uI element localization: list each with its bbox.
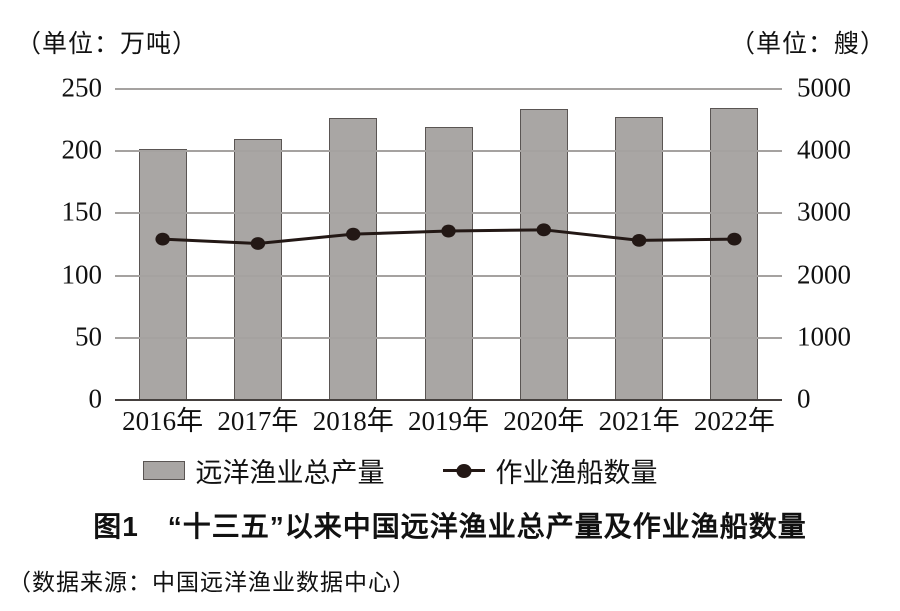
y-tick-label-right: 3000	[797, 196, 851, 227]
y-tick-label-right: 4000	[797, 134, 851, 165]
line-point-2021年	[631, 233, 647, 247]
legend-label-total-production: 远洋渔业总产量	[195, 458, 385, 488]
y-tick-label-left: 200	[61, 134, 103, 165]
gridline	[115, 274, 782, 277]
gridline	[115, 150, 782, 153]
x-tick-label: 2016年	[122, 406, 204, 436]
legend: 远洋渔业总产量 作业渔船数量	[0, 451, 800, 490]
y-tick-label-left: 100	[61, 259, 103, 290]
y-tick-label-left: 50	[75, 321, 102, 352]
x-tick-label: 2021年	[598, 406, 680, 436]
line-series-layer	[155, 223, 742, 250]
legend-item-vessel-count: 作业渔船数量	[442, 451, 658, 490]
y-tick-label-left: 0	[88, 383, 103, 414]
legend-label-vessel-count: 作业渔船数量	[495, 458, 658, 488]
y-tick-label-right: 2000	[797, 259, 851, 290]
right-axis-unit-label: （单位：艘）	[729, 31, 886, 58]
left-axis-unit-label: （单位：万吨）	[16, 31, 199, 58]
x-tick-label: 2019年	[408, 406, 489, 436]
gridline	[115, 88, 782, 90]
line-point-2016年	[155, 232, 170, 246]
line-point-2018年	[346, 227, 361, 241]
y-tick-label-right: 0	[797, 383, 811, 414]
line-point-2020年	[536, 223, 551, 237]
y-tick-label-right: 5000	[797, 72, 851, 103]
line-point-2017年	[250, 237, 266, 250]
figure-caption: 图1 “十三五”以来中国远洋渔业总产量及作业渔船数量	[93, 511, 807, 542]
y-tick-label-left: 150	[61, 196, 103, 227]
bar-2021年	[615, 116, 664, 399]
bar-2016年	[138, 148, 187, 399]
bar-2020年	[519, 109, 568, 399]
bar-swatch-icon	[142, 461, 185, 480]
gridline	[115, 336, 782, 339]
line-point-2019年	[441, 224, 456, 238]
bar-2019年	[424, 126, 473, 399]
x-tick-label: 2022年	[693, 406, 775, 436]
bar-2022年	[710, 107, 759, 399]
line-dot-icon	[456, 463, 471, 478]
bar-2017年	[233, 139, 282, 399]
x-tick-label: 2018年	[312, 406, 394, 436]
plot-area: 0 0 50 1000 100 2000 150 3000 200 4000 250 5000 2016…	[62, 74, 852, 435]
x-tick-label: 2017年	[217, 406, 299, 436]
data-source-note: （数据来源：中国远洋渔业数据中心）	[8, 570, 416, 595]
y-tick-label-right: 1000	[797, 321, 851, 352]
x-axis-baseline	[115, 399, 782, 401]
gridline	[115, 212, 782, 215]
line-dot-swatch-icon	[442, 463, 485, 478]
y-tick-label-left: 250	[61, 72, 103, 103]
x-tick-label: 2020年	[503, 406, 585, 436]
bar-2018年	[329, 117, 378, 399]
line-point-2022年	[727, 232, 742, 246]
legend-item-total-production: 远洋渔业总产量	[142, 451, 385, 490]
